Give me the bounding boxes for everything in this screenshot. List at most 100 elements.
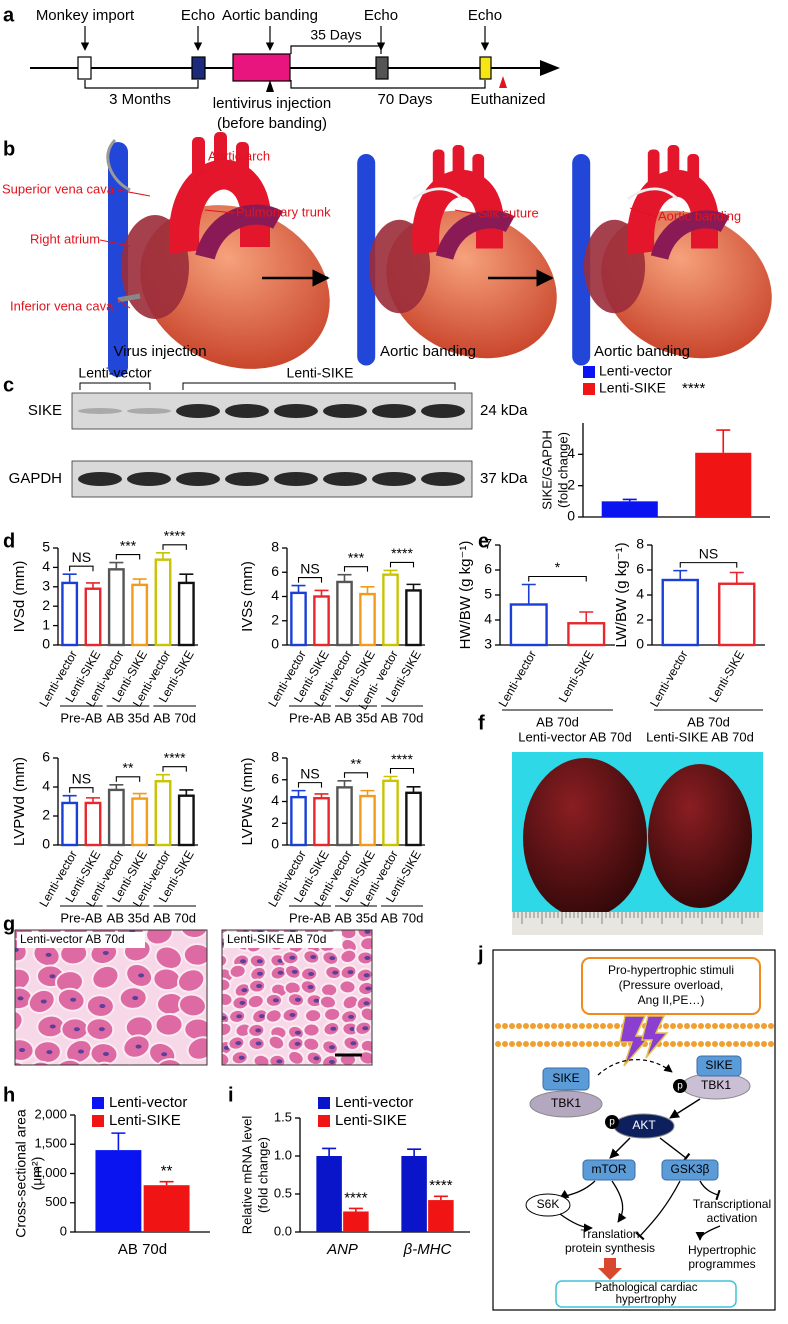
cell [91, 964, 120, 990]
nucleus [329, 956, 336, 961]
membrane [663, 1041, 669, 1047]
membrane [754, 1023, 760, 1029]
node-box [542, 1067, 590, 1091]
y-tick-label: 7 [484, 536, 492, 552]
y-tick-label: 0 [567, 508, 575, 524]
nucleus [329, 1045, 336, 1050]
node-ellipse [529, 1090, 603, 1118]
cell [15, 1060, 30, 1065]
y-tick-label: 4 [567, 445, 575, 461]
membrane [719, 1041, 725, 1047]
membrane [677, 1041, 683, 1047]
error-bar [579, 611, 594, 624]
group-label: AB 35d [107, 710, 150, 725]
blot-band [323, 404, 367, 418]
endpoint-label: Euthanized [470, 91, 545, 108]
annotation-leader [629, 207, 657, 218]
group-label: AB 70d [381, 910, 424, 925]
pathway-inhibit [699, 1180, 721, 1201]
blot-band [225, 472, 269, 486]
blot-band [78, 408, 122, 414]
node-label: mTOR [591, 1162, 626, 1176]
bracket [290, 80, 486, 89]
y-tick-label: 4 [42, 778, 50, 794]
membrane [733, 1023, 739, 1029]
blot-band [323, 472, 367, 486]
annotation: Silk suture [478, 205, 539, 220]
pathway-arrow [559, 1213, 593, 1233]
blot-row-label: SIKE [28, 402, 62, 419]
photo-title: Lenti-vector AB 70d [518, 729, 631, 744]
membrane [691, 1041, 697, 1047]
membrane [684, 1041, 690, 1047]
outcome-label: programmes [688, 1257, 755, 1271]
y-axis-label: (fold change) [555, 432, 570, 508]
significance-label: **** [429, 1177, 453, 1194]
nucleus [363, 973, 370, 978]
y-tick-label: 5 [484, 586, 492, 602]
bar [695, 452, 752, 517]
group-label: AB 70d [687, 714, 730, 729]
annotation: Inferior vena cava [10, 298, 114, 313]
membrane [495, 1041, 501, 1047]
bar [107, 788, 125, 847]
significance-label: NS [699, 545, 718, 561]
nucleus [49, 1024, 56, 1029]
membrane [502, 1023, 508, 1029]
significance-bracket [297, 782, 323, 788]
y-axis-label: Cross-sectional area [13, 1109, 29, 1238]
nucleus [49, 925, 55, 929]
timeline-box [77, 56, 92, 80]
group-label: Pre-AB [60, 910, 102, 925]
legend-swatch [318, 1115, 330, 1127]
nucleus [222, 941, 225, 946]
significance-label: **** [344, 1189, 368, 1206]
nucleus [239, 1000, 246, 1005]
cell [178, 993, 207, 1018]
y-tick-label: 4 [271, 587, 279, 603]
membrane [516, 1023, 522, 1029]
significance-bracket [528, 575, 587, 582]
y-tick-label: 6 [271, 563, 279, 579]
bar [290, 795, 307, 847]
nucleus [330, 1026, 337, 1031]
nucleus [386, 1015, 392, 1019]
cell [339, 930, 358, 941]
y-tick-label: 4 [636, 586, 644, 602]
aorta [627, 170, 719, 255]
significance-label: **** [682, 380, 706, 397]
nucleus [348, 1014, 355, 1019]
membrane [607, 1041, 613, 1047]
cell [374, 994, 394, 1013]
cell [154, 1012, 184, 1037]
nucleus [222, 1015, 227, 1020]
cell [318, 994, 337, 1010]
cell [247, 1064, 266, 1065]
cell [323, 1006, 342, 1022]
cell [288, 1066, 305, 1080]
duration-label: 3 Months [109, 91, 171, 108]
panel-label: j [477, 943, 484, 965]
y-axis-label: HW/BW (g kg⁻¹) [457, 541, 474, 650]
membrane [544, 1023, 550, 1029]
node-label: TBK1 [701, 1078, 731, 1092]
significance-bracket [343, 566, 369, 572]
nucleus [103, 1051, 110, 1056]
nucleus [350, 1041, 357, 1046]
bar [405, 589, 422, 647]
legend-swatch [583, 366, 595, 378]
membrane [593, 1041, 599, 1047]
membrane [712, 1023, 718, 1029]
nucleus [307, 985, 314, 990]
node-box [582, 1159, 636, 1181]
nucleus [294, 1041, 301, 1046]
bar [61, 801, 79, 847]
cell [378, 1008, 397, 1025]
nucleus [349, 1026, 356, 1031]
membrane [523, 1041, 529, 1047]
nucleus [256, 959, 263, 964]
error-bar [111, 1132, 126, 1151]
cell [302, 1036, 321, 1052]
nucleus [347, 970, 354, 975]
significance-label: ** [161, 1163, 173, 1180]
